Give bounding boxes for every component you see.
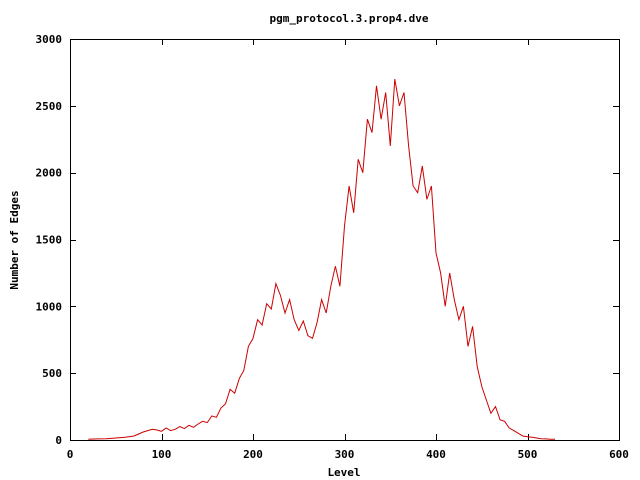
y-tick-label: 2500 <box>36 100 63 113</box>
y-tick-label: 1500 <box>36 234 63 247</box>
series-line <box>88 79 555 440</box>
x-tick-label: 600 <box>609 448 629 461</box>
x-tick-label: 200 <box>243 448 263 461</box>
plot-frame <box>70 39 620 441</box>
y-tick-label: 2000 <box>36 167 63 180</box>
y-tick-label: 500 <box>42 367 62 380</box>
y-axis: 0 500 1000 1500 2000 2500 3000 <box>36 33 619 447</box>
x-tick-label: 0 <box>67 448 74 461</box>
y-tick-label: 3000 <box>36 33 63 46</box>
x-axis-label: Level <box>327 466 360 479</box>
y-tick-label: 0 <box>55 434 62 447</box>
x-tick-label: 500 <box>518 448 538 461</box>
x-tick-label: 400 <box>426 448 446 461</box>
y-tick-label: 1000 <box>36 300 63 313</box>
x-tick-label: 300 <box>335 448 355 461</box>
chart-title: pgm_protocol.3.prop4.dve <box>270 12 429 25</box>
x-tick-label: 100 <box>152 448 172 461</box>
y-axis-label: Number of Edges <box>8 190 21 289</box>
x-axis: 0 100 200 300 400 500 600 <box>67 39 629 461</box>
